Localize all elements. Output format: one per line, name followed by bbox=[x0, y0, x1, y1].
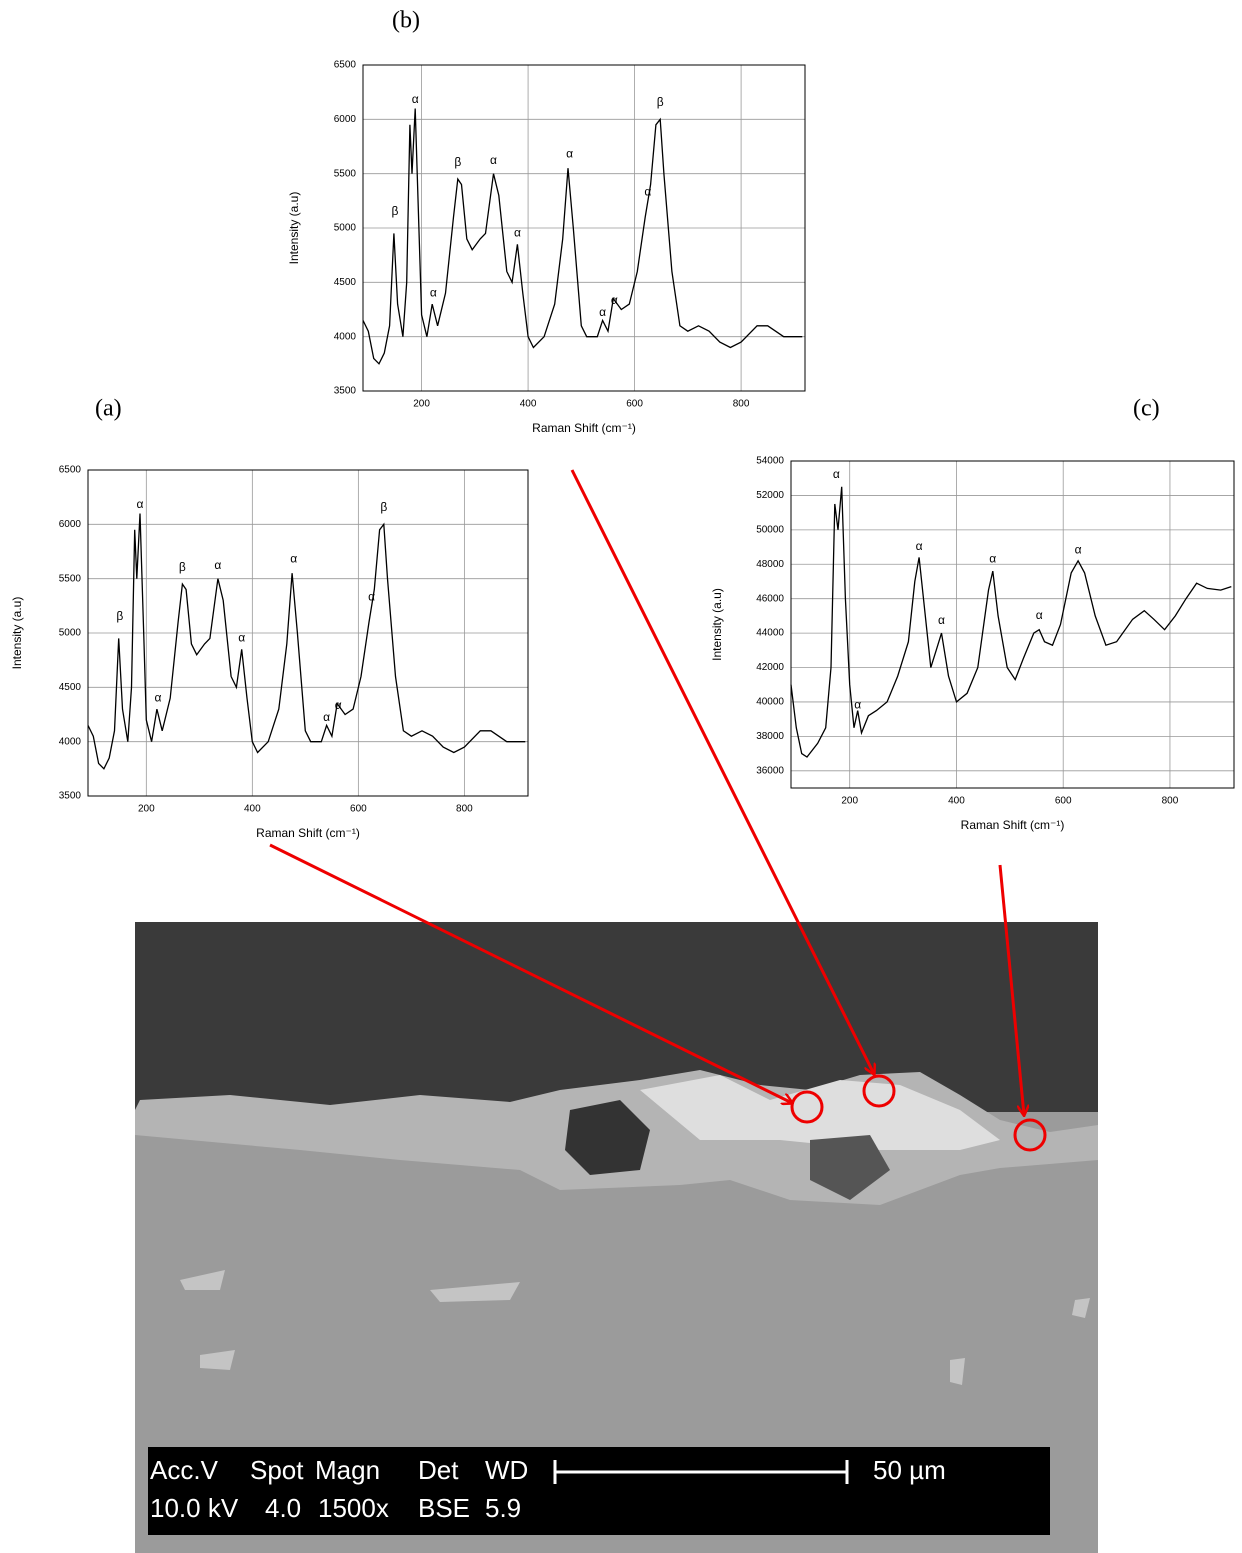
y-tick-label: 6500 bbox=[59, 465, 82, 476]
x-tick-label: 400 bbox=[520, 399, 537, 410]
peak-label: α bbox=[833, 467, 840, 481]
y-tick-label: 52000 bbox=[756, 490, 784, 501]
y-tick-label: 4000 bbox=[334, 331, 357, 342]
peak-label: α bbox=[916, 539, 923, 553]
panel-label: (a) bbox=[95, 396, 122, 422]
sem-label: Det bbox=[418, 1455, 459, 1485]
peak-label: α bbox=[155, 690, 162, 704]
peak-label: α bbox=[566, 146, 573, 160]
chart: 3500 4000 4500 5000 5500 6000 6500 200 400 600 800… bbox=[287, 8, 806, 435]
x-tick-label: 800 bbox=[733, 399, 750, 410]
x-axis-label: Raman Shift (cm⁻¹) bbox=[961, 818, 1065, 832]
peak-label: β bbox=[391, 204, 398, 218]
x-tick-label: 200 bbox=[413, 399, 430, 410]
x-axis-label: Raman Shift (cm⁻¹) bbox=[532, 421, 636, 435]
x-tick-label: 600 bbox=[626, 399, 643, 410]
y-tick-label: 5000 bbox=[334, 223, 357, 234]
peak-label: α bbox=[238, 631, 245, 645]
y-tick-label: 3500 bbox=[334, 386, 357, 397]
sem-label: WD bbox=[485, 1455, 528, 1485]
y-tick-label: 4500 bbox=[334, 277, 357, 288]
panel-label: (b) bbox=[392, 8, 420, 34]
sem-value: 1500x bbox=[318, 1493, 389, 1523]
y-axis-label: Intensity (a.u) bbox=[10, 597, 24, 670]
x-tick-label: 200 bbox=[841, 796, 858, 807]
peak-label: α bbox=[368, 589, 375, 603]
sem-label: Spot bbox=[250, 1455, 304, 1485]
y-tick-label: 6500 bbox=[334, 60, 357, 71]
peak-label: β bbox=[179, 560, 186, 574]
y-tick-label: 46000 bbox=[756, 593, 784, 604]
peak-label: α bbox=[136, 497, 143, 511]
spectrum-line bbox=[87, 513, 526, 770]
x-axis-label: Raman Shift (cm⁻¹) bbox=[256, 826, 360, 840]
peak-label: α bbox=[335, 698, 342, 712]
x-tick-label: 600 bbox=[1055, 796, 1072, 807]
y-tick-label: 36000 bbox=[756, 765, 784, 776]
chart: 3500 4000 4500 5000 5500 6000 6500 200 400 600 800… bbox=[10, 396, 529, 840]
y-axis-label: Intensity (a.u) bbox=[287, 192, 301, 265]
y-tick-label: 5000 bbox=[59, 628, 82, 639]
y-tick-label: 5500 bbox=[59, 573, 82, 584]
panel-label: (c) bbox=[1133, 396, 1160, 422]
peak-label: α bbox=[323, 710, 330, 724]
y-tick-label: 40000 bbox=[756, 697, 784, 708]
y-tick-label: 48000 bbox=[756, 559, 784, 570]
peak-label: α bbox=[430, 285, 437, 299]
peak-label: α bbox=[412, 92, 419, 106]
pointers bbox=[269, 469, 1047, 1152]
sem-label: Magn bbox=[315, 1455, 380, 1485]
spectrum-line bbox=[362, 108, 803, 365]
x-tick-label: 400 bbox=[244, 804, 261, 815]
peak-label: β bbox=[454, 155, 461, 169]
y-tick-label: 5500 bbox=[334, 168, 357, 179]
peak-label: α bbox=[490, 153, 497, 167]
y-tick-label: 6000 bbox=[59, 519, 82, 530]
peak-label: α bbox=[644, 184, 651, 198]
peak-label: β bbox=[116, 609, 123, 623]
y-tick-label: 4000 bbox=[59, 736, 82, 747]
x-tick-label: 400 bbox=[948, 796, 965, 807]
plot-area bbox=[791, 461, 1234, 788]
y-tick-label: 42000 bbox=[756, 662, 784, 673]
peak-label: α bbox=[1075, 543, 1082, 557]
peak-label: α bbox=[599, 305, 606, 319]
sem-value: 5.9 bbox=[485, 1493, 521, 1523]
peak-label: α bbox=[989, 551, 996, 565]
plot-frame bbox=[87, 469, 529, 797]
plot-frame bbox=[790, 460, 1235, 789]
plot-frame bbox=[362, 64, 806, 392]
peak-label: β bbox=[657, 95, 664, 109]
x-tick-label: 600 bbox=[350, 804, 367, 815]
peak-label: β bbox=[380, 500, 387, 514]
peak-label: α bbox=[938, 613, 945, 627]
peak-label: α bbox=[1036, 608, 1043, 622]
peak-label: α bbox=[290, 551, 297, 565]
sem-label: 50 µm bbox=[873, 1455, 946, 1485]
spectrum-line bbox=[790, 486, 1232, 758]
sem-value: 10.0 kV bbox=[150, 1493, 239, 1523]
x-tick-label: 800 bbox=[1162, 796, 1179, 807]
y-tick-label: 38000 bbox=[756, 731, 784, 742]
sem-label: Acc.V bbox=[150, 1455, 219, 1485]
y-tick-label: 3500 bbox=[59, 791, 82, 802]
x-tick-label: 200 bbox=[138, 804, 155, 815]
y-tick-label: 44000 bbox=[756, 628, 784, 639]
y-tick-label: 6000 bbox=[334, 114, 357, 125]
sem-value: 4.0 bbox=[265, 1493, 301, 1523]
peak-label: α bbox=[854, 698, 861, 712]
y-tick-label: 54000 bbox=[756, 456, 784, 467]
chart: 36000 38000 40000 42000 44000 46000 48000 50000… bbox=[710, 396, 1235, 832]
peak-label: α bbox=[514, 226, 521, 240]
sem-value: BSE bbox=[418, 1493, 470, 1523]
y-tick-label: 4500 bbox=[59, 682, 82, 693]
y-tick-label: 50000 bbox=[756, 524, 784, 535]
x-tick-label: 800 bbox=[456, 804, 473, 815]
y-axis-label: Intensity (a.u) bbox=[710, 588, 724, 661]
peak-label: α bbox=[611, 293, 618, 307]
peak-label: α bbox=[214, 558, 221, 572]
